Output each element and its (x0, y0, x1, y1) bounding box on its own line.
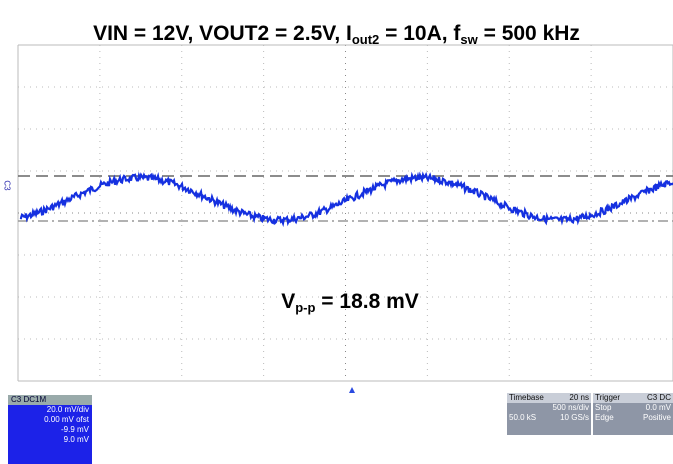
cell: Positive (642, 413, 671, 422)
channel-line: -9.9 mV (60, 425, 89, 434)
delay: 20 ns (569, 393, 589, 402)
source: C3 DC (646, 393, 671, 402)
cell: 500 ns/div (552, 403, 589, 412)
cell: 0.0 mV (645, 403, 671, 412)
cell: 10 GS/s (560, 413, 589, 422)
title: VIN = 12V, VOUT2 = 2.5V, Iout2 = 10A, fs… (93, 22, 580, 47)
trigger-panel: Trigger C3 DC Stop 0.0 mV Edge Positive (593, 393, 673, 435)
channel-panel: C3 DC1M 20.0 mV/div 0.00 mV ofst -9.9 mV… (8, 395, 92, 464)
cell: 50.0 kS (509, 413, 537, 422)
channel-line: 20.0 mV/div (46, 405, 89, 414)
trigger-marker (349, 387, 355, 393)
waveform (19, 171, 673, 228)
cell: Stop (595, 403, 612, 412)
timebase-panel: Timebase 20 ns 500 ns/div 50.0 kS 10 GS/s (507, 393, 591, 435)
grid (17, 44, 673, 382)
channel-line: 9.0 mV (63, 435, 89, 444)
cell: Edge (595, 413, 614, 422)
channel-line: 0.00 mV ofst (44, 415, 89, 424)
channel-label: C3 (2, 180, 12, 191)
annotation: Vp-p = 18.8 mV (281, 290, 419, 315)
panel-header: Timebase (509, 393, 544, 402)
panel-header: Trigger (595, 393, 621, 402)
channel-header: C3 DC1M (8, 395, 92, 405)
